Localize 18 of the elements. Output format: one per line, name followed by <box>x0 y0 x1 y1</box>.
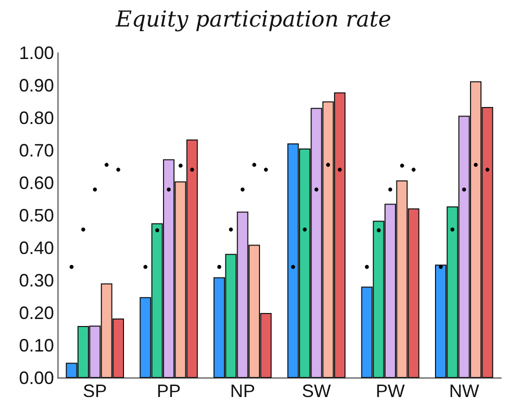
y-tick-label: 0.10 <box>18 336 54 356</box>
y-tick-label: 0.70 <box>18 140 54 160</box>
chart-title: Equity participation rate <box>114 8 392 32</box>
x-tick-label: SW <box>302 381 331 401</box>
y-tick-label: 0.60 <box>18 173 54 193</box>
y-tick-label: 0.30 <box>18 270 54 290</box>
y-tick-label: 1.00 <box>18 43 54 63</box>
y-tick-label: 0.90 <box>18 76 54 96</box>
x-tick-label: NP <box>230 381 256 401</box>
x-tick-label: SP <box>82 381 107 401</box>
y-tick-label: 0.40 <box>18 238 54 258</box>
y-tick-label: 0.80 <box>18 108 54 128</box>
y-tick-label: 0.00 <box>18 368 54 388</box>
x-tick-label: PW <box>376 381 405 401</box>
y-tick-label: 0.20 <box>18 303 54 323</box>
x-tick-label: PP <box>156 381 181 401</box>
x-tick-label: NW <box>449 381 480 401</box>
y-tick-label: 0.50 <box>18 206 54 226</box>
